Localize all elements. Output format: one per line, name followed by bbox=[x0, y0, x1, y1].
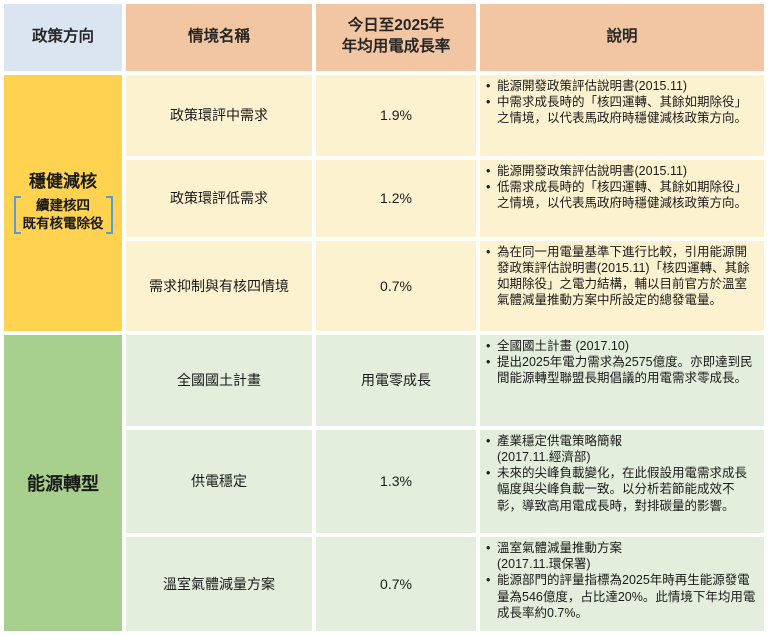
bullet-list: 能源開發政策評估說明書(2015.11) 低需求成長時的「核四運轉、其餘如期除役… bbox=[484, 163, 758, 212]
bullet-item: 能源部門的評量指標為2025年時再生能源發電量為546億度，占比達20%。此情境… bbox=[484, 572, 758, 621]
group-cell-energy-transition: 能源轉型 bbox=[4, 334, 122, 631]
group-name: 穩健減核 bbox=[29, 172, 97, 192]
bullet-item: 能源開發政策評估說明書(2015.11) bbox=[484, 163, 758, 180]
growth-cell: 0.7% bbox=[316, 536, 476, 631]
description-cell: 產業穩定供電策略簡報 (2017.11.經濟部) 未來的尖峰負載變化，在此假設用… bbox=[480, 429, 764, 533]
growth-rate-header: 今日至2025年 年均用電成長率 bbox=[316, 4, 476, 71]
growth-cell: 用電零成長 bbox=[316, 334, 476, 426]
table-row: 能源轉型 全國國土計畫 用電零成長 全國國土計畫 (2017.10) 提出202… bbox=[4, 334, 764, 631]
header-row: 政策方向 情境名稱 今日至2025年 年均用電成長率 說明 bbox=[4, 4, 764, 71]
bullet-item: 為在同一用電量基準下進行比較，引用能源開發政策評估說明書(2015.11)「核四… bbox=[484, 244, 758, 309]
scenario-name-header: 情境名稱 bbox=[126, 4, 312, 71]
bullet-list: 全國國土計畫 (2017.10) 提出2025年電力需求為2575億度。亦即達到… bbox=[484, 338, 758, 387]
policy-direction-header: 政策方向 bbox=[4, 4, 122, 71]
bullet-list: 為在同一用電量基準下進行比較，引用能源開發政策評估說明書(2015.11)「核四… bbox=[484, 244, 758, 309]
scenario-cell: 需求抑制與有核四情境 bbox=[126, 240, 312, 331]
description-cell: 能源開發政策評估說明書(2015.11) 低需求成長時的「核四運轉、其餘如期除役… bbox=[480, 159, 764, 237]
scenario-cell: 政策環評中需求 bbox=[126, 74, 312, 156]
bullet-list: 溫室氣體減量推動方案 (2017.11.環保署) 能源部門的評量指標為2025年… bbox=[484, 540, 758, 621]
bullet-item: 提出2025年電力需求為2575億度。亦即達到民間能源轉型聯盟長期倡議的用電需求… bbox=[484, 354, 758, 387]
growth-cell: 1.2% bbox=[316, 159, 476, 237]
table-row: 需求抑制與有核四情境 0.7% 為在同一用電量基準下進行比較，引用能源開發政策評… bbox=[4, 240, 764, 331]
scenario-cell: 溫室氣體減量方案 bbox=[126, 536, 312, 631]
right-bracket-icon bbox=[105, 195, 113, 234]
growth-cell: 0.7% bbox=[316, 240, 476, 331]
description-cell: 為在同一用電量基準下進行比較，引用能源開發政策評估說明書(2015.11)「核四… bbox=[480, 240, 764, 331]
table-row: 供電穩定 1.3% 產業穩定供電策略簡報 (2017.11.經濟部) 未來的尖峰… bbox=[4, 429, 764, 533]
growth-cell: 1.9% bbox=[316, 74, 476, 156]
growth-cell: 1.3% bbox=[316, 429, 476, 533]
bracket-line: 既有核電除役 bbox=[22, 215, 104, 231]
description-cell: 溫室氣體減量推動方案 (2017.11.環保署) 能源部門的評量指標為2025年… bbox=[480, 536, 764, 631]
bracket-lines: 續建核四 既有核電除役 bbox=[22, 196, 105, 234]
scenario-cell: 全國國土計畫 bbox=[126, 334, 312, 426]
bullet-list: 產業穩定供電策略簡報 (2017.11.經濟部) 未來的尖峰負載變化，在此假設用… bbox=[484, 433, 758, 514]
description-cell: 能源開發政策評估說明書(2015.11) 中需求成長時的「核四運轉、其餘如期除役… bbox=[480, 74, 764, 156]
bracket-line: 續建核四 bbox=[36, 197, 90, 213]
bullet-list: 能源開發政策評估說明書(2015.11) 中需求成長時的「核四運轉、其餘如期除役… bbox=[484, 78, 758, 127]
group-cell-stable-nuclear-reduction: 穩健減核 續建核四 既有核電除役 bbox=[4, 74, 122, 331]
bullet-item: 低需求成長時的「核四運轉、其餘如期除役」之情境，以代表馬政府時穩健減核政策方向。 bbox=[484, 179, 758, 212]
table-row: 政策環評低需求 1.2% 能源開發政策評估說明書(2015.11) 低需求成長時… bbox=[4, 159, 764, 237]
description-header: 說明 bbox=[480, 4, 764, 71]
description-cell: 全國國土計畫 (2017.10) 提出2025年電力需求為2575億度。亦即達到… bbox=[480, 334, 764, 426]
bullet-item: 中需求成長時的「核四運轉、其餘如期除役」之情境，以代表馬政府時穩健減核政策方向。 bbox=[484, 94, 758, 127]
scenario-cell: 政策環評低需求 bbox=[126, 159, 312, 237]
group-bracket: 續建核四 既有核電除役 bbox=[4, 195, 122, 234]
bullet-item: 溫室氣體減量推動方案 (2017.11.環保署) bbox=[484, 540, 758, 573]
table-row: 穩健減核 續建核四 既有核電除役 政策環評中需求 1.9% 能源開發政策評估說明… bbox=[4, 74, 764, 331]
left-bracket-icon bbox=[13, 195, 21, 234]
table-row: 溫室氣體減量方案 0.7% 溫室氣體減量推動方案 (2017.11.環保署) 能… bbox=[4, 536, 764, 631]
bullet-item: 能源開發政策評估說明書(2015.11) bbox=[484, 78, 758, 95]
bullet-item: 未來的尖峰負載變化，在此假設用電需求成長幅度與尖峰負載一致。以分析若節能成效不彰… bbox=[484, 465, 758, 514]
scenario-cell: 供電穩定 bbox=[126, 429, 312, 533]
bullet-item: 產業穩定供電策略簡報 (2017.11.經濟部) bbox=[484, 433, 758, 466]
bullet-item: 全國國土計畫 (2017.10) bbox=[484, 338, 758, 355]
